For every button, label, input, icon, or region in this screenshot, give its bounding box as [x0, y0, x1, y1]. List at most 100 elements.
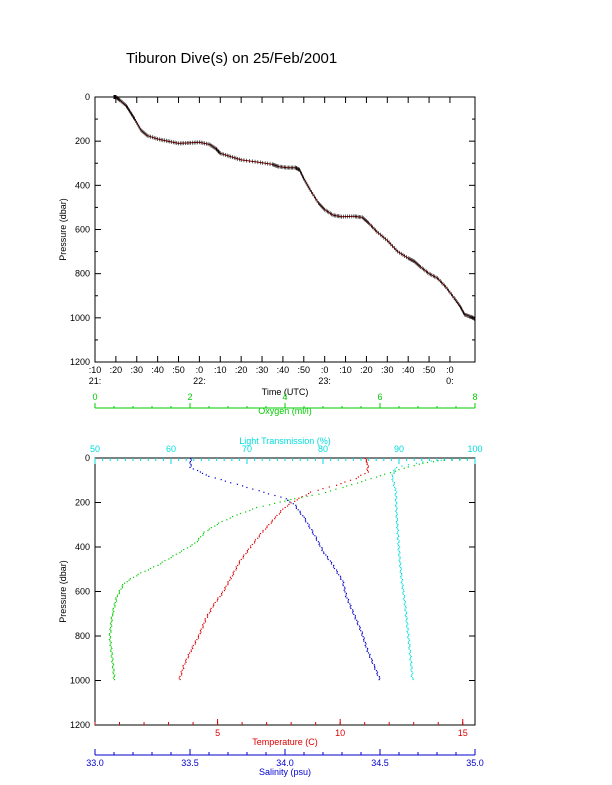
profile-point-s3 — [361, 631, 363, 633]
profile-point-s1 — [398, 555, 400, 557]
profile-point-s2 — [357, 476, 359, 478]
y-tick-label: 400 — [75, 180, 90, 190]
profile-point-s3 — [332, 566, 335, 568]
profile-point-s2 — [200, 631, 202, 633]
profile-point-s0 — [129, 578, 131, 580]
profile-point-s3 — [267, 493, 270, 495]
profile-point-s2 — [183, 668, 185, 670]
profile-point-s3 — [365, 646, 367, 648]
profile-point-s1 — [407, 623, 409, 625]
profile-point-s0 — [407, 466, 409, 468]
profile-point-s1 — [407, 464, 410, 466]
profile-point-s1 — [407, 642, 409, 644]
profile-point-s2 — [253, 542, 256, 544]
profile-point-s1 — [409, 654, 411, 656]
profile-point-s1 — [409, 644, 411, 646]
profile-point-s0 — [207, 529, 209, 532]
profile-point-s1 — [399, 558, 401, 560]
profile-point-s2 — [210, 607, 212, 609]
profile-point-s1 — [396, 518, 398, 520]
x-tick-label: :50 — [172, 365, 185, 375]
profile-point-s3 — [357, 621, 359, 623]
profile-point-s2 — [229, 576, 232, 578]
profile-point-s1 — [395, 515, 397, 517]
profile-point-s0 — [114, 604, 116, 607]
y-tick-label: 1200 — [70, 357, 90, 367]
profile-point-s2 — [367, 466, 369, 469]
profile-point-s2 — [190, 650, 192, 653]
profile-point-s0 — [109, 636, 112, 638]
profile-point-s2 — [328, 486, 330, 488]
profile-point-s3 — [304, 518, 306, 520]
profile-point-s1 — [403, 596, 405, 598]
profile-point-s1 — [403, 599, 405, 601]
profile-point-s1 — [399, 570, 402, 572]
profile-point-s0 — [110, 631, 112, 633]
profile-point-s0 — [132, 576, 135, 578]
x-tick-label: :40 — [402, 365, 415, 375]
profile-point-s2 — [187, 654, 189, 656]
profile-point-s3 — [300, 513, 302, 515]
profile-point-s0 — [214, 525, 216, 527]
profile-point-s0 — [346, 485, 348, 487]
profile-point-s0 — [118, 590, 120, 592]
profile-point-s0 — [186, 547, 189, 549]
profile-point-s2 — [271, 519, 273, 521]
profile-y-tick-label: 1200 — [70, 720, 90, 730]
profile-point-s2 — [282, 508, 284, 510]
profile-point-s1 — [410, 669, 412, 671]
profile-point-s2 — [262, 531, 264, 533]
profile-point-s3 — [312, 533, 314, 535]
profile-point-s2 — [266, 525, 268, 527]
profile-point-s0 — [111, 647, 113, 650]
profile-point-s0 — [110, 649, 112, 651]
profile-point-s1 — [411, 666, 413, 668]
profile-point-s3 — [363, 639, 365, 641]
profile-point-s1 — [393, 483, 395, 485]
profile-point-s2 — [243, 554, 245, 556]
profile-point-s3 — [357, 624, 359, 626]
profile-point-s0 — [112, 612, 114, 614]
profile-point-s0 — [179, 552, 181, 554]
x-tick-label: :20 — [235, 365, 248, 375]
x-tick-label: :30 — [381, 365, 394, 375]
profile-point-s1 — [398, 541, 400, 543]
profile-point-s3 — [192, 468, 194, 470]
profile-point-s0 — [111, 621, 113, 623]
profile-point-s0 — [202, 533, 205, 535]
profile-point-s0 — [113, 603, 115, 605]
profile-point-s3 — [367, 652, 370, 654]
profile-point-s2 — [181, 669, 183, 671]
x-tick-hour-label: 0: — [446, 376, 454, 386]
profile-point-s3 — [350, 604, 352, 607]
profile-point-s0 — [109, 644, 111, 647]
profile-point-s0 — [191, 544, 193, 546]
profile-point-s3 — [369, 655, 371, 657]
profile-point-s2 — [190, 649, 192, 651]
profile-point-s3 — [205, 474, 207, 476]
profile-point-s2 — [213, 603, 215, 605]
profile-point-s2 — [296, 499, 298, 501]
profile-point-s0 — [112, 673, 115, 675]
profile-point-s0 — [422, 462, 424, 464]
profile-point-s0 — [111, 667, 114, 669]
profile-point-s3 — [323, 552, 325, 555]
profile-point-s1 — [396, 522, 398, 524]
profile-point-s2 — [192, 647, 194, 650]
profile-point-s0 — [112, 658, 114, 660]
profile-point-s1 — [400, 577, 402, 579]
profile-point-s3 — [342, 580, 344, 582]
axis-tick-label: 4 — [282, 392, 287, 402]
profile-point-s0 — [112, 662, 114, 664]
profile-point-s2 — [185, 661, 187, 663]
profile-point-s1 — [397, 525, 399, 527]
profile-point-s0 — [161, 561, 163, 563]
profile-point-s3 — [321, 548, 323, 550]
profile-y-tick-label: 200 — [75, 498, 90, 508]
axis-tick-label: 50 — [90, 444, 100, 454]
axis-tick-label: 100 — [467, 444, 482, 454]
x-tick-label: :0 — [446, 365, 454, 375]
profile-point-s2 — [230, 578, 232, 580]
profile-point-s2 — [364, 458, 366, 460]
profile-point-s3 — [189, 462, 191, 464]
